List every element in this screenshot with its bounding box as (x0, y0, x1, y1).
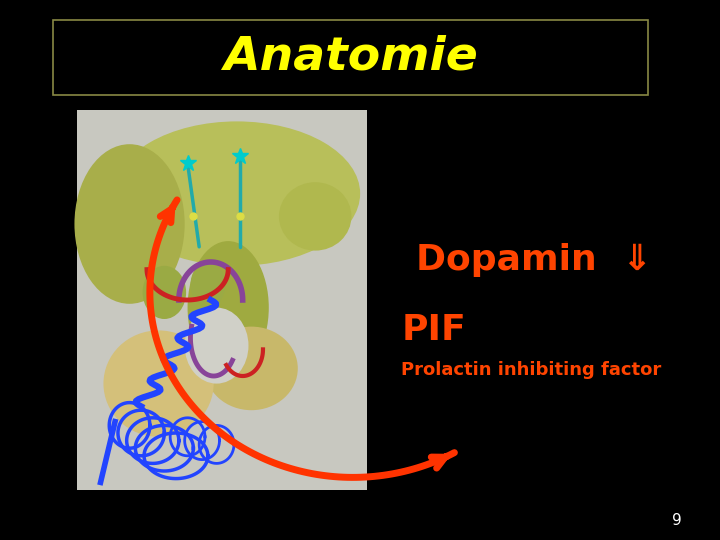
Bar (77, 110, 367, 490)
Ellipse shape (104, 330, 214, 437)
FancyBboxPatch shape (53, 20, 648, 95)
Text: 9: 9 (672, 513, 682, 528)
Ellipse shape (143, 266, 186, 319)
Ellipse shape (74, 144, 184, 304)
Text: Dopamin  ⇓: Dopamin ⇓ (415, 243, 652, 277)
Text: Anatomie: Anatomie (223, 35, 478, 80)
Ellipse shape (279, 182, 351, 251)
Ellipse shape (184, 308, 248, 383)
Text: PIF: PIF (401, 313, 466, 347)
Ellipse shape (188, 241, 269, 374)
Ellipse shape (205, 327, 298, 410)
Text: Prolactin inhibiting factor: Prolactin inhibiting factor (401, 361, 662, 379)
Ellipse shape (191, 262, 225, 308)
Ellipse shape (114, 122, 360, 266)
